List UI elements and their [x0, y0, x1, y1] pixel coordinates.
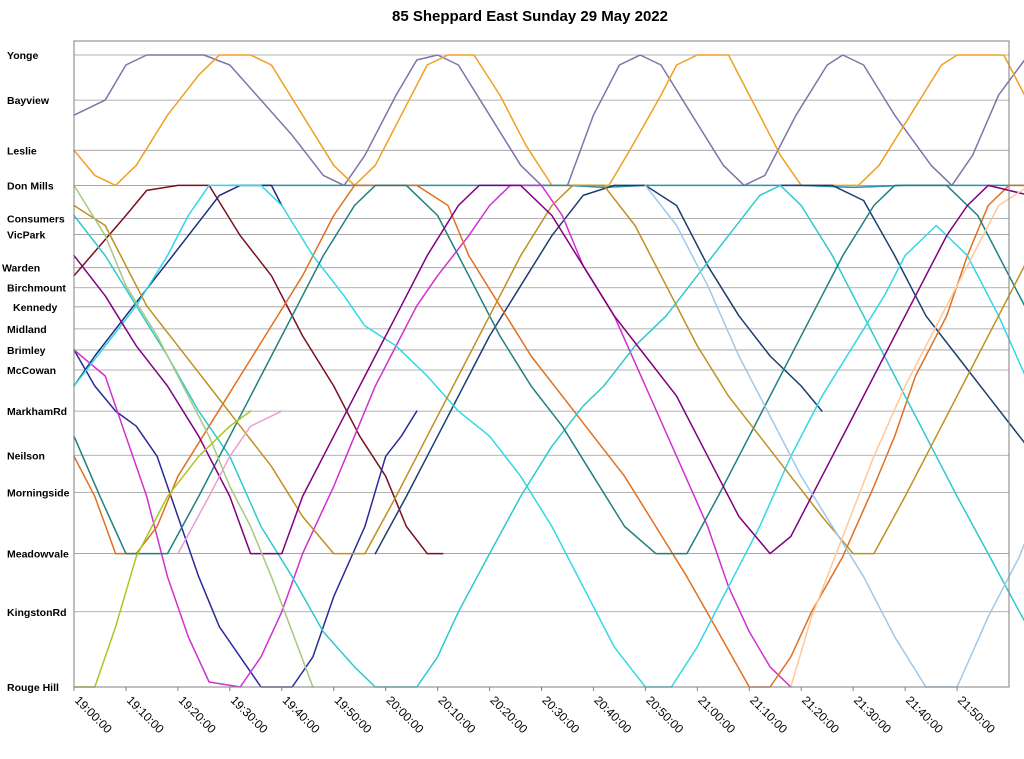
x-tick-label: 21:10:00 [747, 693, 790, 736]
stop-label-bayview: Bayview [7, 95, 50, 107]
chart-title: 85 Sheppard East Sunday 29 May 2022 [392, 8, 668, 25]
trip-lines [73, 54, 1024, 688]
x-tick-labels: 19:00:00 19:10:00 19:20:00 19:30:00 19:40:00… [72, 687, 998, 736]
stop-label-morningside: Morningside [7, 487, 70, 499]
x-tick-label: 19:10:00 [124, 693, 167, 736]
stop-label-neilson: Neilson [7, 450, 45, 462]
trip-line-20 [790, 188, 1024, 688]
stop-label-kennedy: Kennedy [13, 302, 58, 314]
trip-line-13 [73, 184, 1024, 555]
trip-line-14 [73, 184, 1024, 555]
x-tick-label: 19:20:00 [176, 693, 219, 736]
trip-line-16 [73, 184, 314, 688]
plot-frame [73, 40, 1010, 688]
stop-label-markhamrd: MarkhamRd [7, 406, 67, 418]
trip-line-9 [73, 184, 792, 688]
trip-line-1 [73, 54, 1024, 187]
x-tick-label: 19:50:00 [332, 693, 375, 736]
stop-label-yonge: Yonge [7, 50, 38, 62]
gridlines [74, 54, 1009, 688]
x-tick-label: 20:10:00 [435, 693, 478, 736]
stop-label-vicpark: VicPark [7, 230, 45, 242]
stop-label-meadowvale: Meadowvale [7, 549, 69, 561]
trip-line-4 [73, 184, 444, 555]
trip-line-12 [73, 184, 1024, 688]
trip-line-7 [374, 184, 823, 555]
x-tick-label: 20:20:00 [487, 693, 530, 736]
stop-label-mccowan: McCowan [7, 365, 56, 377]
x-tick-label: 21:20:00 [799, 693, 842, 736]
x-tick-label: 21:00:00 [695, 693, 738, 736]
trip-line-17 [73, 410, 252, 688]
trip-line-19 [644, 184, 1024, 688]
trip-line-15 [73, 184, 1024, 555]
x-tick-label: 21:40:00 [903, 693, 946, 736]
stop-label-leslie: Leslie [7, 145, 37, 157]
trip-line-18 [177, 410, 283, 555]
trip-line-6 [73, 349, 418, 688]
stop-label-midland: Midland [7, 324, 47, 336]
trip-line-2 [73, 54, 1024, 187]
x-tick-label: 20:50:00 [643, 693, 686, 736]
stop-label-rouge-hill: Rouge Hill [7, 682, 59, 694]
stop-label-brimley: Brimley [7, 345, 46, 357]
x-tick-label: 19:00:00 [72, 693, 115, 736]
trip-line-8 [779, 184, 1024, 444]
stop-label-birchmount: Birchmount [7, 283, 66, 295]
stop-label-don-mills: Don Mills [7, 180, 54, 192]
trip-line-11 [73, 184, 1024, 688]
x-tick-label: 19:30:00 [228, 693, 271, 736]
x-tick-label: 21:30:00 [851, 693, 894, 736]
stop-label-warden: Warden [2, 263, 40, 275]
x-tick-label: 20:00:00 [384, 693, 427, 736]
stop-label-kingstonrd: KingstonRd [7, 607, 67, 619]
x-tick-label: 20:40:00 [591, 693, 634, 736]
trip-line-5 [73, 184, 283, 387]
x-tick-label: 20:30:00 [539, 693, 582, 736]
x-tick-label: 19:40:00 [280, 693, 323, 736]
stop-label-consumers: Consumers [7, 214, 65, 226]
x-tick-label: 21:50:00 [955, 693, 998, 736]
stop-labels: Yonge Bayview Leslie Don Mills Consumers VicP… [2, 50, 70, 694]
